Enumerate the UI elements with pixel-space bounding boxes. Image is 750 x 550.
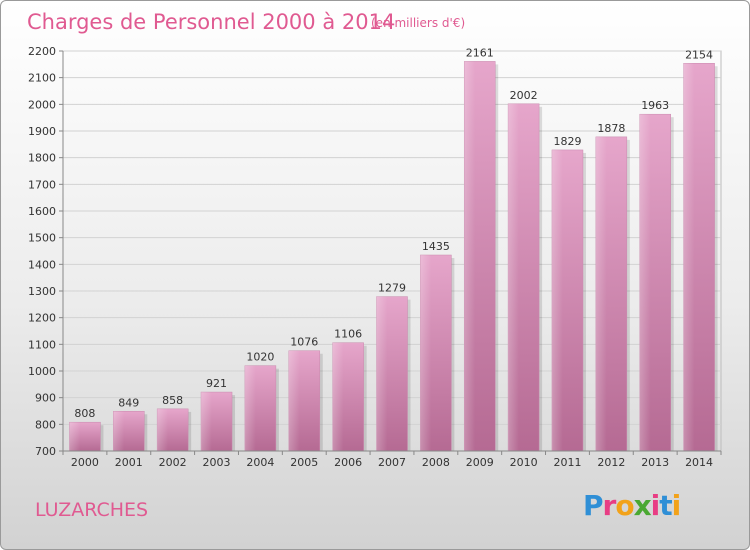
- place-label: LUZARCHES: [35, 499, 148, 521]
- x-tick-label: 2004: [246, 456, 274, 469]
- y-tick-label: 1000: [28, 365, 56, 378]
- y-tick-label: 1500: [28, 232, 56, 245]
- chart-title: Charges de Personnel 2000 à 2014: [27, 10, 395, 34]
- y-tick-label: 1700: [28, 178, 56, 191]
- logo-letter: i: [671, 489, 682, 522]
- bar-highlight: [683, 63, 695, 452]
- bar-highlight: [551, 149, 563, 451]
- bar-highlight: [244, 365, 256, 451]
- logo-letter: P: [583, 489, 604, 522]
- bar-highlight: [420, 255, 432, 451]
- proxiti-logo: Proxiti: [583, 489, 682, 522]
- x-tick-label: 2009: [466, 456, 494, 469]
- data-label: 1878: [597, 122, 625, 135]
- bar-highlight: [288, 350, 300, 451]
- bar-highlight: [157, 408, 169, 451]
- data-label: 2154: [685, 48, 713, 61]
- y-tick-label: 2100: [28, 72, 56, 85]
- x-tick-label: 2001: [115, 456, 143, 469]
- x-tick-label: 2014: [685, 456, 713, 469]
- data-label: 858: [162, 394, 183, 407]
- y-tick-label: 700: [35, 445, 56, 458]
- data-label: 1963: [641, 99, 669, 112]
- data-label: 921: [206, 377, 227, 390]
- y-tick-label: 1300: [28, 285, 56, 298]
- bar-highlight: [201, 392, 212, 451]
- logo-letter: x: [633, 489, 652, 522]
- data-label: 1106: [334, 328, 362, 341]
- data-label: 808: [74, 407, 95, 420]
- x-tick-label: 2000: [71, 456, 99, 469]
- bar-highlight: [464, 61, 476, 452]
- data-label: 1829: [553, 135, 581, 148]
- plot-area: 700 800 900 1000 1100 1200 1300 1400 1500 1600 170…: [28, 45, 722, 469]
- y-tick-label: 800: [35, 418, 56, 431]
- bar-highlight: [639, 114, 651, 451]
- data-label: 2161: [466, 46, 494, 59]
- y-tick-label: 1100: [28, 338, 56, 351]
- x-tick-label: 2002: [159, 456, 187, 469]
- x-tick-label: 2010: [510, 456, 538, 469]
- logo-letter: i: [650, 489, 661, 522]
- x-tick-label: 2003: [203, 456, 231, 469]
- data-label: 2002: [510, 89, 538, 102]
- x-tick-label: 2005: [290, 456, 318, 469]
- bar-highlight: [376, 296, 388, 451]
- y-tick-label: 1900: [28, 125, 56, 138]
- y-tick-label: 2000: [28, 98, 56, 111]
- data-label: 1279: [378, 282, 406, 295]
- x-tick-label: 2008: [422, 456, 450, 469]
- x-tick-label: 2007: [378, 456, 406, 469]
- data-label: 1020: [246, 351, 274, 364]
- bar-highlight: [69, 422, 81, 451]
- data-label: 849: [118, 396, 139, 409]
- y-tick-label: 1400: [28, 258, 56, 271]
- logo-letter: o: [615, 489, 634, 522]
- bar-highlight: [595, 136, 607, 451]
- x-tick-label: 2013: [641, 456, 669, 469]
- y-tick-label: 1200: [28, 312, 56, 325]
- x-tick-label: 2006: [334, 456, 362, 469]
- chart-subtitle: (en milliers d'€): [371, 16, 465, 30]
- bar-highlight: [113, 411, 125, 451]
- data-label: 1435: [422, 240, 450, 253]
- logo-letter: r: [602, 489, 617, 522]
- x-tick-label: 2011: [553, 456, 581, 469]
- y-tick-label: 900: [35, 392, 56, 405]
- data-label: 1076: [290, 336, 318, 349]
- y-tick-label: 1600: [28, 205, 56, 218]
- y-tick-label: 2200: [28, 45, 56, 58]
- x-tick-label: 2012: [597, 456, 625, 469]
- logo-letter: t: [659, 489, 672, 522]
- bar-highlight: [508, 103, 519, 452]
- bar-highlight: [332, 342, 344, 451]
- y-tick-label: 1800: [28, 152, 56, 165]
